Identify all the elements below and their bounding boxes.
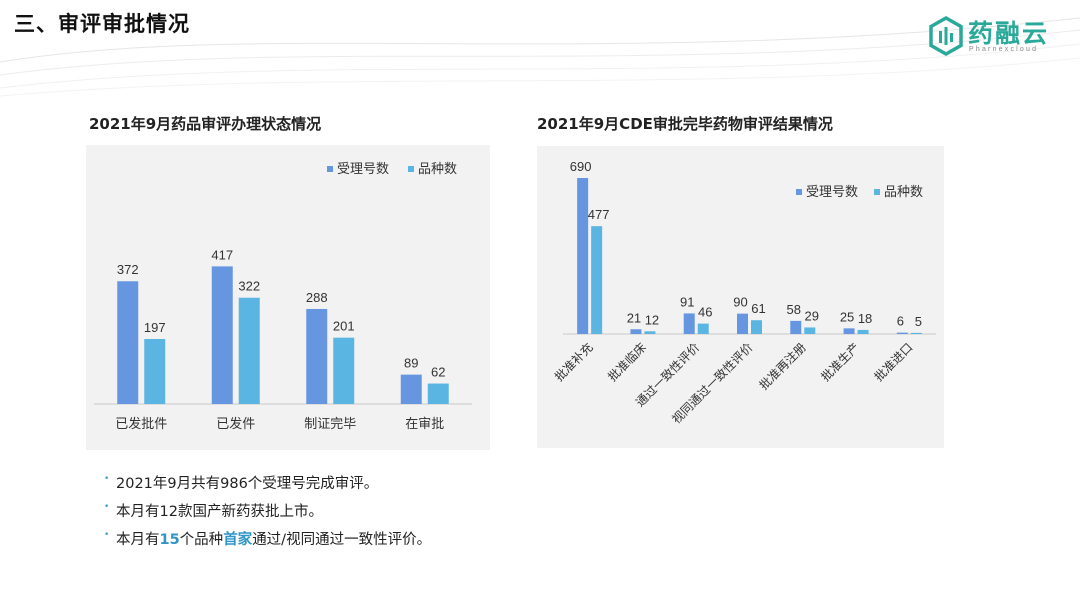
chart1-panel: 372 197 已发批件 417 322 已发件 288 201 制证完毕 89 62 在审批 受理号数… — [86, 145, 490, 450]
data-label: 372 — [117, 262, 139, 277]
bar-2-6 — [857, 329, 869, 334]
legend-label: 受理号数 — [337, 162, 389, 177]
logo-mark-icon — [929, 16, 963, 56]
data-label: 90 — [733, 295, 747, 310]
bar-2-5 — [804, 327, 816, 334]
data-label: 25 — [840, 309, 854, 324]
bar-1-5 — [790, 320, 802, 334]
logo-subtitle: Pharnexcloud — [969, 46, 1039, 53]
data-label: 12 — [645, 312, 659, 327]
data-label: 201 — [333, 319, 355, 334]
bar-2-2 — [238, 297, 260, 404]
bullet-dot-icon: • — [104, 530, 110, 540]
bar-1-1 — [577, 177, 589, 334]
bar-2-7 — [910, 332, 922, 334]
bar-2-1 — [591, 226, 603, 334]
data-label: 417 — [211, 247, 233, 262]
data-label: 322 — [238, 279, 260, 294]
bar-2-4 — [427, 383, 449, 404]
bar-1-2 — [630, 329, 642, 334]
bar-2-2 — [644, 331, 656, 334]
legend-swatch — [796, 189, 802, 195]
legend-label: 品种数 — [418, 162, 457, 177]
logo-name: 药融云 — [968, 19, 1050, 48]
bar-2-3 — [333, 337, 355, 404]
data-label: 91 — [680, 294, 694, 309]
legend-label: 品种数 — [884, 185, 923, 200]
data-label: 29 — [805, 308, 819, 323]
category-label: 批准生产 — [818, 340, 863, 385]
category-label: 制证完毕 — [304, 417, 356, 432]
chart2-title: 2021年9月CDE审批完毕药物审评结果情况 — [537, 115, 833, 133]
category-label: 在审批 — [405, 417, 444, 432]
bar-1-1 — [117, 281, 139, 404]
bar-1-4 — [400, 374, 422, 404]
legend-swatch — [874, 189, 880, 195]
data-label: 62 — [431, 365, 445, 380]
category-label: 已发件 — [216, 416, 255, 432]
data-label: 46 — [698, 305, 712, 320]
bar-1-7 — [896, 332, 908, 334]
bullet-dot-icon: • — [104, 474, 110, 484]
header-decoration — [0, 17, 1080, 97]
chart2-panel: 690 477 批准补充 21 12 批准临床 91 46 通过一致性评价 90 61 视同通过一致性… — [537, 146, 944, 448]
data-label: 58 — [787, 302, 801, 317]
legend-swatch — [408, 166, 414, 172]
bar-1-6 — [843, 328, 855, 334]
data-label: 477 — [588, 207, 610, 222]
legend-swatch — [327, 166, 333, 172]
chart1: 372 197 已发批件 417 322 已发件 288 201 制证完毕 89 62 在审批 受理号数… — [94, 162, 472, 432]
data-label: 21 — [627, 310, 641, 325]
data-label: 288 — [306, 290, 328, 305]
bullet-text: 本月有 — [116, 532, 160, 548]
summary-bullets: • 2021年9月共有986个受理号完成审评。 • 本月有12款国产新药获批上市。 • 本… — [104, 470, 432, 554]
category-label: 批准进口 — [871, 340, 916, 385]
bullet-text: 通过/视同通过一致性评价。 — [252, 532, 432, 548]
bar-2-1 — [144, 338, 166, 404]
bar-1-4 — [737, 313, 748, 334]
bar-1-3 — [683, 313, 695, 334]
bullet-text: 个品种 — [179, 532, 224, 548]
logo: 药融云 Pharnexcloud — [928, 14, 1058, 58]
category-label: 批准再注册 — [756, 340, 809, 393]
category-label: 已发批件 — [115, 416, 167, 432]
bar-1-2 — [211, 266, 233, 404]
bullet-text: 本月有12款国产新药获批上市。 — [116, 504, 323, 520]
bullet-item: • 本月有12款国产新药获批上市。 — [104, 498, 431, 526]
data-label: 5 — [915, 314, 922, 329]
data-label: 197 — [144, 320, 166, 335]
bullet-dot-icon: • — [104, 502, 110, 512]
legend-label: 受理号数 — [806, 185, 858, 200]
chart1-title: 2021年9月药品审评办理状态情况 — [89, 115, 322, 133]
page-title: 三、审评审批情况 — [14, 12, 190, 36]
bullet-item: • 2021年9月共有986个受理号完成审评。 — [104, 470, 431, 498]
highlight-text: 15 — [159, 532, 180, 548]
data-label: 6 — [897, 314, 904, 329]
data-label: 89 — [404, 356, 418, 371]
bullet-text: 2021年9月共有986个受理号完成审评。 — [116, 476, 379, 492]
data-label: 61 — [751, 301, 765, 316]
bar-2-4 — [751, 320, 762, 334]
bar-2-3 — [697, 323, 709, 334]
data-label: 690 — [570, 159, 592, 174]
data-label: 18 — [858, 311, 872, 326]
category-label: 批准临床 — [604, 340, 649, 385]
bar-1-3 — [306, 308, 328, 404]
bullet-item: • 本月有15个品种首家通过/视同通过一致性评价。 — [104, 526, 432, 554]
category-label: 批准补充 — [551, 340, 596, 385]
highlight-text: 首家 — [223, 532, 253, 548]
